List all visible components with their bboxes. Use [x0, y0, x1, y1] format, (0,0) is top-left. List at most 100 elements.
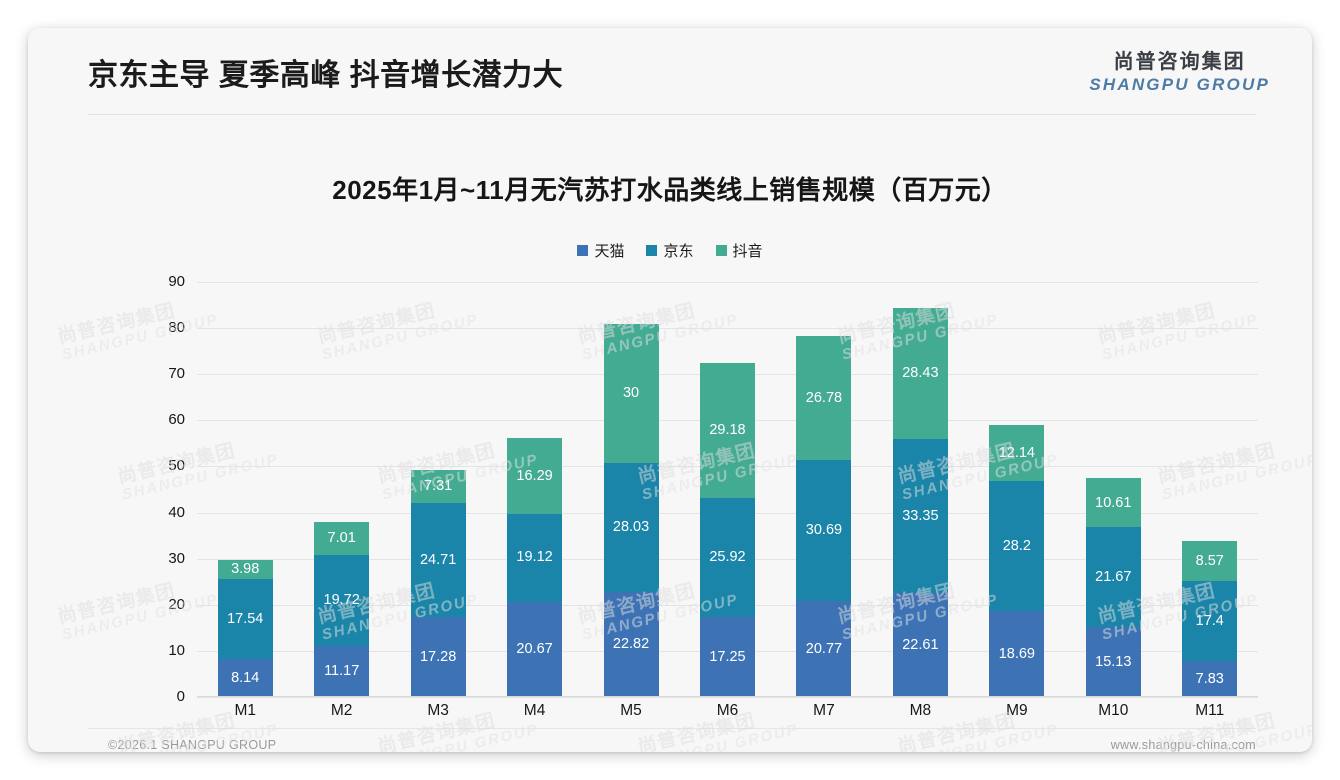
bar-group-M3[interactable]: 7.31 24.71 17.28 [410, 282, 466, 697]
bar-value-label: 17.28 [419, 648, 457, 665]
bar-group-M5[interactable]: 30 28.03 22.82 [603, 282, 659, 697]
bar-segment-京东-M8[interactable]: 33.35 [892, 438, 948, 593]
y-axis-tick-label: 0 [176, 688, 185, 705]
bar-segment-天猫-M3[interactable]: 17.28 [410, 617, 466, 697]
footer-website: www.shangpu-china.com [1110, 738, 1256, 752]
bar-value-label: 20.67 [516, 641, 553, 658]
legend-label: 京东 [663, 243, 694, 260]
bar-value-label: 24.71 [419, 552, 457, 569]
y-axis-tick-label: 10 [168, 641, 185, 659]
bar-value-label: 20.77 [805, 640, 843, 657]
bar-value-label: 7.01 [327, 530, 356, 547]
x-axis-label-M11: M11 [1195, 702, 1225, 719]
slide-canvas: 京东主导 夏季高峰 抖音增长潜力大 尚普咨询集团 SHANGPU GROUP 2… [28, 28, 1312, 752]
bar-segment-抖音-M10[interactable]: 10.61 [1085, 478, 1141, 528]
bar-segment-京东-M11[interactable]: 17.4 [1182, 580, 1238, 661]
bar-value-label: 11.17 [324, 663, 360, 679]
bar-segment-天猫-M5[interactable]: 22.82 [603, 591, 659, 697]
chart-bars: 3.98 17.54 8.14 7.01 19.72 11.17 7.31 24.71 17.2… [197, 282, 1258, 697]
bar-segment-抖音-M9[interactable]: 12.14 [989, 424, 1045, 481]
brand-logo: 尚普咨询集团 SHANGPU GROUP [1089, 52, 1270, 93]
bar-value-label: 12.14 [998, 444, 1035, 461]
gridline [197, 282, 1258, 283]
bar-value-label: 22.61 [902, 636, 939, 653]
bar-group-M6[interactable]: 29.18 25.92 17.25 [699, 282, 755, 697]
chart-container: 2025年1月~11月无汽苏打水品类线上销售规模（百万元） 天猫 京东 抖音 90 8… [28, 124, 1312, 752]
watermark-text-en: SHANGPU GROUP [640, 720, 801, 752]
bar-segment-抖音-M2[interactable]: 7.01 [314, 522, 370, 555]
bar-group-M1[interactable]: 3.98 17.54 8.14 [217, 282, 273, 697]
bar-segment-抖音-M1[interactable]: 3.98 [217, 560, 273, 579]
gridline [197, 328, 1258, 330]
bar-segment-天猫-M6[interactable]: 17.25 [699, 617, 755, 697]
bar-segment-京东-M5[interactable]: 28.03 [603, 462, 659, 592]
x-axis-label-M6: M6 [716, 702, 739, 719]
bar-segment-京东-M6[interactable]: 25.92 [699, 497, 755, 618]
bar-group-M4[interactable]: 16.29 19.12 20.67 [507, 282, 563, 697]
y-axis-tick-label: 60 [168, 411, 185, 429]
bar-group-M11[interactable]: 8.57 17.4 7.83 [1182, 282, 1238, 697]
bar-value-label: 30.69 [805, 522, 843, 539]
brand-name-cn: 尚普咨询集团 [1113, 51, 1246, 73]
bar-segment-抖音-M7[interactable]: 26.78 [796, 336, 852, 460]
bar-value-label: 16.29 [516, 467, 553, 484]
bar-segment-天猫-M1[interactable]: 8.14 [217, 659, 273, 697]
bar-segment-天猫-M4[interactable]: 20.67 [507, 601, 563, 697]
bar-segment-京东-M7[interactable]: 30.69 [796, 459, 852, 602]
bar-segment-天猫-M7[interactable]: 20.77 [796, 601, 852, 697]
bar-group-M8[interactable]: 28.43 33.35 22.61 [892, 282, 948, 697]
bar-group-M10[interactable]: 10.61 21.67 15.13 [1085, 282, 1141, 697]
bar-segment-抖音-M5[interactable]: 30 [603, 324, 659, 463]
bar-value-label: 19.12 [516, 549, 553, 566]
bar-segment-天猫-M10[interactable]: 15.13 [1085, 627, 1141, 697]
y-axis-tick-label: 50 [168, 457, 185, 475]
bar-segment-天猫-M8[interactable]: 22.61 [892, 592, 948, 697]
x-axis-line [197, 696, 1258, 697]
bar-segment-京东-M9[interactable]: 28.2 [989, 480, 1045, 611]
bar-segment-抖音-M11[interactable]: 8.57 [1182, 541, 1238, 581]
bar-segment-天猫-M9[interactable]: 18.69 [989, 610, 1045, 697]
bar-value-label: 21.67 [1095, 569, 1132, 586]
legend-item-京东[interactable]: 京东 [646, 240, 694, 261]
x-axis-label-M1: M1 [234, 702, 256, 719]
bar-segment-抖音-M6[interactable]: 29.18 [699, 363, 755, 498]
bar-value-label: 33.35 [902, 507, 939, 524]
header-divider [88, 114, 1256, 115]
legend-label: 天猫 [594, 243, 625, 260]
y-axis-tick-label: 90 [168, 273, 185, 290]
bar-segment-天猫-M11[interactable]: 7.83 [1182, 660, 1238, 697]
bar-value-label: 28.03 [612, 518, 650, 535]
bar-value-label: 25.92 [709, 549, 746, 566]
bar-segment-京东-M2[interactable]: 19.72 [314, 554, 370, 646]
footer-copyright: ©2026.1 SHANGPU GROUP [108, 738, 277, 752]
y-axis-tick-label: 20 [168, 595, 185, 613]
bar-segment-京东-M10[interactable]: 21.67 [1085, 527, 1141, 628]
bar-group-M2[interactable]: 7.01 19.72 11.17 [314, 282, 370, 697]
bar-segment-京东-M3[interactable]: 24.71 [410, 503, 466, 618]
x-axis-label-M8: M8 [909, 702, 932, 719]
legend-swatch-icon [715, 245, 727, 256]
legend-item-天猫[interactable]: 天猫 [577, 240, 624, 261]
legend-item-抖音[interactable]: 抖音 [715, 240, 763, 261]
bar-segment-天猫-M2[interactable]: 11.17 [314, 645, 370, 697]
y-axis-tick-label: 40 [168, 503, 185, 521]
bar-value-label: 17.25 [709, 648, 746, 665]
bar-segment-抖音-M4[interactable]: 16.29 [507, 438, 563, 514]
x-axis-label-M9: M9 [1006, 702, 1028, 719]
bar-value-label: 22.82 [612, 636, 650, 653]
bar-value-label: 8.57 [1195, 552, 1224, 569]
x-axis-labels: M1 M2 M3 M4 M5 M6 M7 M8 M9 M10 M11 [197, 702, 1258, 720]
bar-segment-抖音-M8[interactable]: 28.43 [892, 307, 948, 439]
legend-swatch-icon [577, 245, 589, 256]
bar-group-M7[interactable]: 26.78 30.69 20.77 [796, 282, 852, 697]
bar-segment-京东-M1[interactable]: 17.54 [217, 578, 273, 660]
chart-plot-area: 90 80 70 60 50 40 30 20 10 0 3.98 17.54 8.14 7.01 19.… [168, 273, 1258, 705]
bar-value-label: 7.83 [1195, 670, 1224, 687]
bar-segment-京东-M4[interactable]: 19.12 [507, 513, 563, 602]
bar-segment-抖音-M3[interactable]: 7.31 [410, 469, 466, 504]
bar-group-M9[interactable]: 12.14 28.2 18.69 [989, 282, 1045, 697]
x-axis-label-M7: M7 [813, 702, 835, 719]
x-axis-label-M2: M2 [330, 702, 353, 719]
bar-value-label: 28.2 [1002, 537, 1031, 554]
bar-value-label: 29.18 [709, 422, 746, 439]
